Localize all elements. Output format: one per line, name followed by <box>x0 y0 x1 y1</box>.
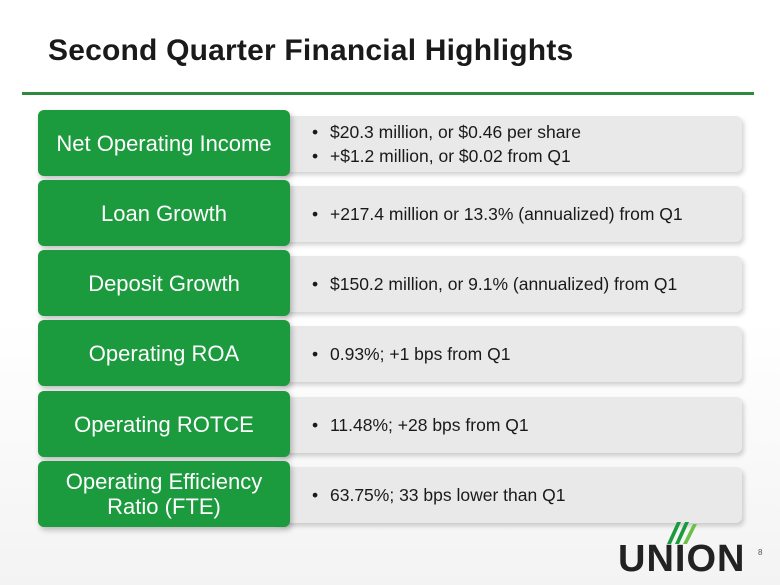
bullet-list: 11.48%; +28 bps from Q1 <box>310 397 740 453</box>
highlight-row-operating-roa: Operating ROA 0.93%; +1 bps from Q1 <box>38 320 742 386</box>
union-leaf-icon <box>667 522 697 544</box>
bullet-list: $150.2 million, or 9.1% (annualized) fro… <box>310 256 740 312</box>
bullet-item: $150.2 million, or 9.1% (annualized) fro… <box>310 274 740 295</box>
row-label: Operating ROTCE <box>38 391 290 457</box>
highlight-row-loan-growth: Loan Growth +217.4 million or 13.3% (ann… <box>38 180 742 246</box>
bullet-item: +217.4 million or 13.3% (annualized) fro… <box>310 204 740 225</box>
bullet-item: $20.3 million, or $0.46 per share <box>310 122 740 143</box>
union-logo: UNION <box>618 520 748 580</box>
page-title: Second Quarter Financial Highlights <box>48 34 574 67</box>
bullet-item: +$1.2 million, or $0.02 from Q1 <box>310 146 740 167</box>
bullet-item: 11.48%; +28 bps from Q1 <box>310 415 740 436</box>
row-label: Operating Efficiency Ratio (FTE) <box>38 461 290 527</box>
highlight-row-net-operating-income: Net Operating Income $20.3 million, or $… <box>38 110 742 176</box>
bullet-item: 0.93%; +1 bps from Q1 <box>310 344 740 365</box>
page-number: 8 <box>758 548 763 557</box>
logo-wordmark: UNION <box>618 538 746 580</box>
highlight-row-operating-efficiency-ratio: Operating Efficiency Ratio (FTE) 63.75%;… <box>38 461 742 527</box>
bullet-list: 0.93%; +1 bps from Q1 <box>310 326 740 382</box>
highlight-row-deposit-growth: Deposit Growth $150.2 million, or 9.1% (… <box>38 250 742 316</box>
row-label: Loan Growth <box>38 180 290 246</box>
bullet-item: 63.75%; 33 bps lower than Q1 <box>310 485 740 506</box>
bullet-list: $20.3 million, or $0.46 per share +$1.2 … <box>310 116 740 172</box>
bullet-list: 63.75%; 33 bps lower than Q1 <box>310 467 740 523</box>
row-label: Net Operating Income <box>38 110 290 176</box>
row-label: Operating ROA <box>38 320 290 386</box>
bullet-list: +217.4 million or 13.3% (annualized) fro… <box>310 186 740 242</box>
highlight-row-operating-rotce: Operating ROTCE 11.48%; +28 bps from Q1 <box>38 391 742 457</box>
title-divider <box>22 92 754 95</box>
row-label: Deposit Growth <box>38 250 290 316</box>
